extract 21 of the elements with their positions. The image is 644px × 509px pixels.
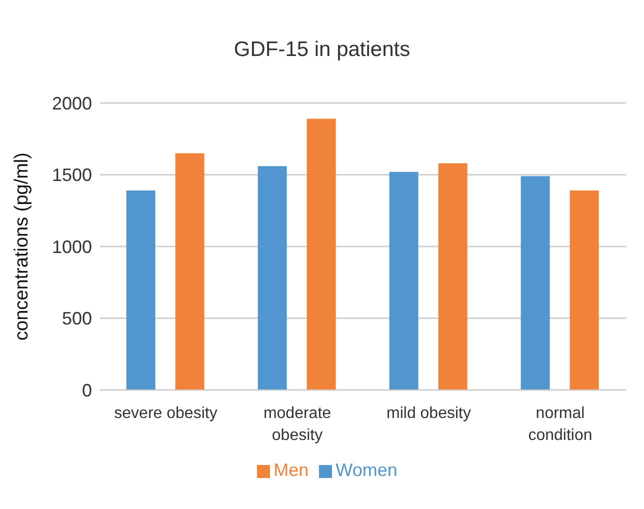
y-axis-title: concentrations (pg/ml) [12,152,33,340]
x-tick-label: mild obesity [386,405,471,422]
y-tick-label: 0 [82,380,92,400]
x-tick-label: severe obesity [114,405,218,422]
bar [306,118,336,390]
bar [520,176,550,390]
x-tick-label: normal condition [528,405,592,444]
bar [570,190,599,390]
x-tick-label: moderate obesity [263,405,332,444]
bar [389,172,418,390]
y-tick-label: 500 [62,308,92,329]
y-tick-label: 1000 [52,236,92,257]
bar [126,190,156,390]
legend-label: Men [274,460,309,480]
y-tick-label: 1500 [52,165,92,186]
bar [438,163,468,390]
chart-title: GDF-15 in patients [232,38,412,62]
legend-label: Women [336,460,398,480]
bar [175,153,204,390]
bar [258,166,287,390]
y-tick-label: 2000 [52,93,92,114]
